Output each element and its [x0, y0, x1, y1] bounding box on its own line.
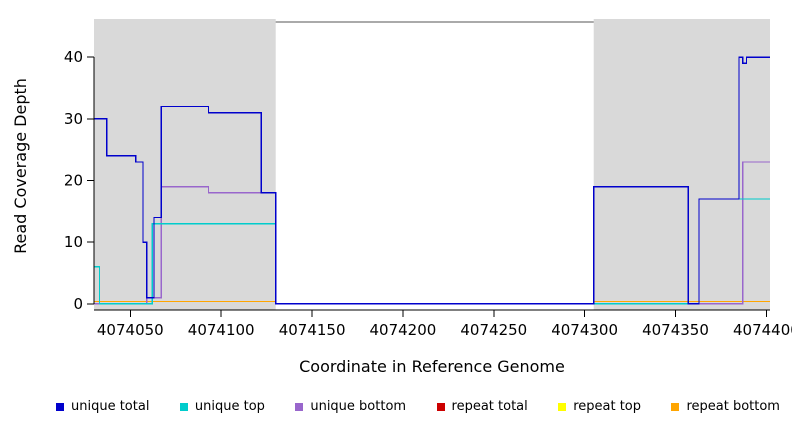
y-tick-label: 10 [64, 233, 83, 251]
legend-item-unique-bottom: unique bottom [295, 399, 406, 414]
y-tick-label: 30 [64, 110, 83, 128]
x-tick-label: 4074250 [460, 321, 527, 339]
series-line-unique-total [94, 56, 770, 305]
repeat-region-2 [593, 19, 770, 310]
x-tick-label: 4074200 [369, 321, 436, 339]
y-tick-label: 20 [64, 172, 83, 190]
coverage-series-lines [94, 56, 770, 305]
series-line-unique-bottom [94, 161, 770, 305]
x-tick-label: 4074350 [642, 321, 709, 339]
repeat-region-shading [94, 19, 770, 310]
x-tick-label: 4074300 [551, 321, 618, 339]
legend-item-unique-total: unique total [56, 399, 149, 414]
legend-label: repeat total [451, 399, 528, 414]
legend-item-repeat-top: repeat top [558, 399, 641, 414]
repeat-region-1 [94, 19, 276, 310]
legend-label: repeat bottom [686, 399, 780, 414]
legend-swatch-unique-total [56, 402, 64, 411]
y-tick-label: 40 [64, 48, 83, 66]
legend-label: unique total [71, 399, 150, 414]
y-tick-label: 0 [73, 295, 83, 313]
legend-swatch-unique-top [179, 402, 188, 411]
x-tick-label: 4074100 [188, 321, 255, 339]
legend-item-repeat-bottom: repeat bottom [671, 399, 780, 414]
x-tick-label: 4074050 [97, 321, 164, 339]
legend-item-repeat-total: repeat total [436, 399, 528, 414]
legend-swatch-repeat-total [436, 402, 445, 411]
legend-item-unique-top: unique top [179, 399, 265, 414]
legend-label: unique bottom [310, 399, 407, 414]
legend-label: unique top [194, 399, 265, 414]
legend: unique total unique top unique bottom repea… [0, 399, 792, 414]
legend-swatch-unique-bottom [295, 402, 304, 411]
y-axis-label: Read Coverage Depth [11, 78, 30, 254]
legend-swatch-repeat-bottom [671, 402, 680, 411]
legend-swatch-repeat-top [558, 402, 567, 411]
x-tick-label: 4074150 [279, 321, 346, 339]
plot-svg: 4074050 4074100 4074150 4074200 4074250 40743… [11, 19, 792, 376]
axes: 4074050 4074100 4074150 4074200 4074250 40743… [64, 48, 792, 339]
legend-label: repeat top [573, 399, 641, 414]
x-axis-label: Coordinate in Reference Genome [299, 357, 565, 376]
